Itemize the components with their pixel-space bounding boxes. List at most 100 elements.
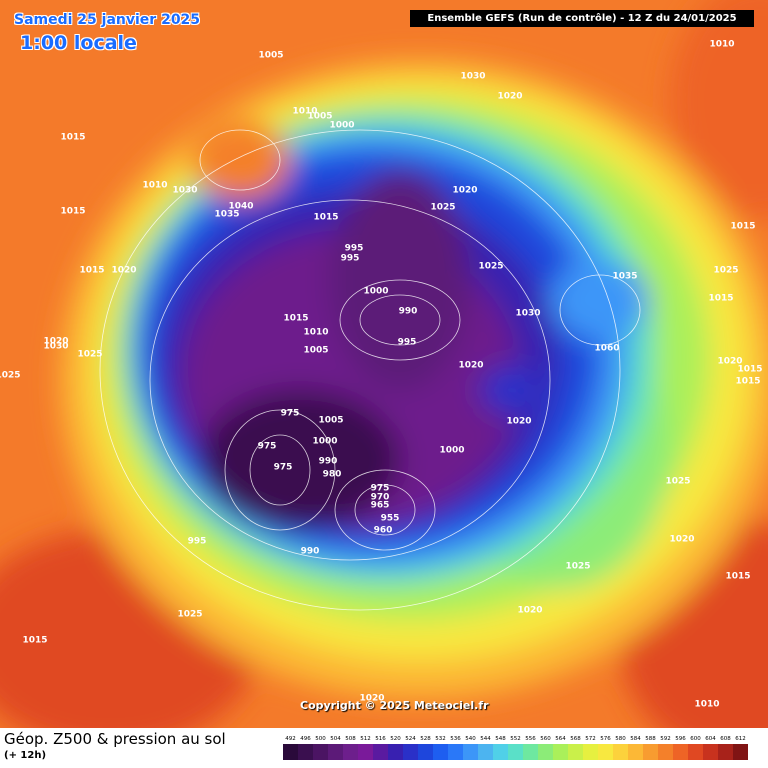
legend-label: 544 — [480, 736, 491, 742]
legend-swatch — [583, 744, 598, 760]
isobar-label: 1020 — [458, 361, 483, 371]
isobar-label: 1030 — [43, 342, 68, 352]
isobar-label: 1020 — [506, 417, 531, 427]
legend-label: 516 — [375, 736, 386, 742]
isobar-label: 1060 — [594, 344, 619, 354]
isobar-label: 1015 — [313, 213, 338, 223]
isobar-label: 1035 — [214, 210, 239, 220]
isobar-label: 1020 — [452, 186, 477, 196]
isobar-label: 1020 — [517, 606, 542, 616]
isobar-label: 1005 — [307, 112, 332, 122]
isobar-label: 955 — [381, 514, 400, 524]
legend-swatch — [388, 744, 403, 760]
isobar-label: 1025 — [713, 266, 738, 276]
isobar-label: 1025 — [565, 562, 590, 572]
isobar-label: 1030 — [460, 72, 485, 82]
legend-swatch — [478, 744, 493, 760]
isobar-label: 1000 — [312, 437, 337, 447]
legend-swatch — [358, 744, 373, 760]
legend-swatch — [718, 744, 733, 760]
legend-swatch — [493, 744, 508, 760]
isobar-label: 1000 — [329, 121, 354, 131]
legend-swatch — [673, 744, 688, 760]
legend-swatch — [523, 744, 538, 760]
isobar-label: 1020 — [669, 535, 694, 545]
isobar-label: 1025 — [0, 371, 21, 381]
isobars — [99, 129, 641, 611]
isobar-label: 1015 — [283, 314, 308, 324]
legend-label: 556 — [525, 736, 536, 742]
legend-label: 596 — [675, 736, 686, 742]
legend-label: 560 — [540, 736, 551, 742]
map-title: Géop. Z500 & pression au sol — [4, 730, 226, 748]
legend-swatch — [418, 744, 433, 760]
legend-label: 528 — [420, 736, 431, 742]
run-info: Ensemble GEFS (Run de contrôle) - 12 Z d… — [410, 10, 754, 27]
isobar-label: 990 — [301, 547, 320, 557]
legend-label: 564 — [555, 736, 566, 742]
isobar-label: 1005 — [318, 416, 343, 426]
legend-label: 520 — [390, 736, 401, 742]
isobar-label: 975 — [281, 409, 300, 419]
legend-swatch — [688, 744, 703, 760]
legend-label: 500 — [315, 736, 326, 742]
isobar-label: 1020 — [43, 337, 68, 347]
legend-label: 536 — [450, 736, 461, 742]
isobar-label: 995 — [398, 338, 417, 348]
legend-label: 588 — [645, 736, 656, 742]
legend-label: 504 — [330, 736, 341, 742]
legend-swatch — [568, 744, 583, 760]
isobar-label: 1010 — [292, 107, 317, 117]
isobar-label: 965 — [371, 501, 390, 511]
copyright: Copyright © 2025 Meteociel.fr — [300, 699, 489, 712]
isobar-label: 995 — [188, 537, 207, 547]
isobar-label: 975 — [371, 484, 390, 494]
isobar-label: 1025 — [478, 262, 503, 272]
isobar-label: 1000 — [363, 287, 388, 297]
legend-swatch — [343, 744, 358, 760]
isobar-label: 1010 — [709, 40, 734, 50]
isobar-label: 1030 — [172, 186, 197, 196]
isobar-label: 1030 — [515, 309, 540, 319]
isobar-label: 1000 — [439, 446, 464, 456]
isobar-label: 1010 — [303, 328, 328, 338]
legend-swatch — [448, 744, 463, 760]
isobar-label: 1015 — [725, 572, 750, 582]
isobar-label: 975 — [258, 442, 277, 452]
legend-swatch — [598, 744, 613, 760]
legend-swatch — [538, 744, 553, 760]
legend-label: 492 — [285, 736, 296, 742]
isobar-label: 990 — [399, 307, 418, 317]
legend-swatch — [403, 744, 418, 760]
isobar-label: 1020 — [717, 357, 742, 367]
legend-swatch — [658, 744, 673, 760]
legend-label: 540 — [465, 736, 476, 742]
lead-time: (+ 12h) — [4, 750, 47, 761]
isobar-label: 1040 — [228, 202, 253, 212]
legend-swatch — [703, 744, 718, 760]
local-time: 1:00 locale — [20, 32, 137, 54]
legend-label: 548 — [495, 736, 506, 742]
isobar-label: 1015 — [60, 133, 85, 143]
legend-swatch — [313, 744, 328, 760]
isobar-label: 1020 — [359, 694, 384, 704]
isobar-label: 1005 — [303, 346, 328, 356]
legend-label: 576 — [600, 736, 611, 742]
isobar-label: 1025 — [77, 350, 102, 360]
isobar-label: 1015 — [22, 636, 47, 646]
legend-label: 600 — [690, 736, 701, 742]
isobar-label: 995 — [345, 244, 364, 254]
isobar-label: 1010 — [694, 700, 719, 710]
legend-label: 496 — [300, 736, 311, 742]
legend-swatch — [328, 744, 343, 760]
legend-swatch — [733, 744, 748, 760]
legend-label: 580 — [615, 736, 626, 742]
date: Samedi 25 janvier 2025 — [14, 12, 201, 28]
isobar-label: 995 — [341, 254, 360, 264]
isobar-label: 1035 — [612, 272, 637, 282]
isobar-label: 990 — [319, 457, 338, 467]
legend-label: 608 — [720, 736, 731, 742]
